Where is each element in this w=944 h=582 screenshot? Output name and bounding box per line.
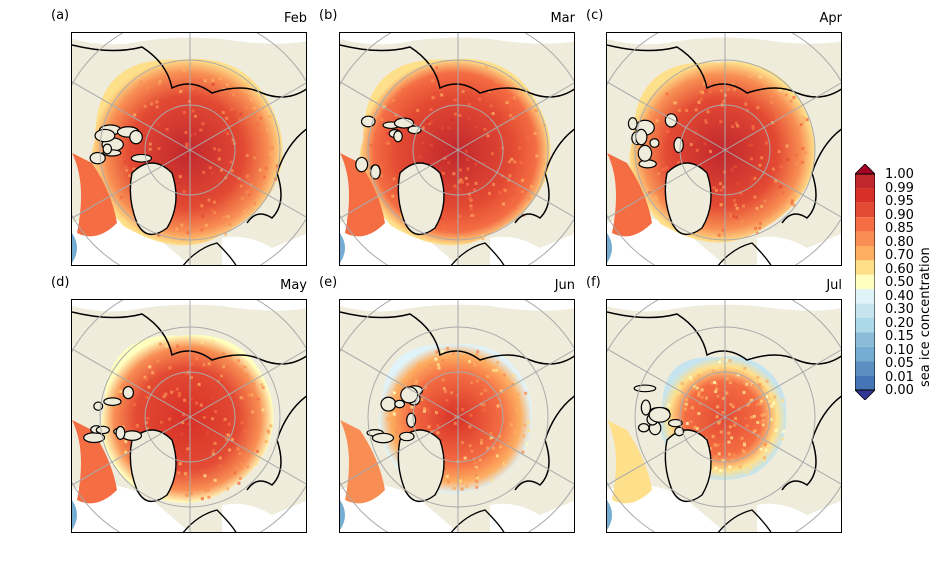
sea-ice-map-may xyxy=(71,299,307,533)
sea-ice-map-feb xyxy=(71,32,307,266)
panel-month: Mar xyxy=(550,11,575,26)
colorbar-tick: 0.30 xyxy=(885,302,914,317)
panel-letter: (b) xyxy=(319,8,338,23)
panel-letter: (a) xyxy=(51,8,70,23)
colorbar-tick: 0.70 xyxy=(885,248,914,263)
colorbar-tick: 0.40 xyxy=(885,288,914,304)
colorbar-tick: 0.05 xyxy=(885,356,914,371)
colorbar-tick: 0.01 xyxy=(885,369,914,385)
colorbar-tick: 0.95 xyxy=(885,194,914,209)
panel-letter: (e) xyxy=(319,275,338,290)
colorbar-tick: 0.90 xyxy=(885,207,914,223)
panel-month: May xyxy=(280,278,307,293)
colorbar-tick: 0.85 xyxy=(885,221,914,236)
colorbar-tick: 0.00 xyxy=(885,383,914,398)
panel-month: Apr xyxy=(819,11,843,26)
sea-ice-map-jul xyxy=(606,299,842,533)
colorbar-tick: 0.10 xyxy=(885,342,914,358)
colorbar-tick: 0.15 xyxy=(885,329,914,344)
sea-ice-map-apr xyxy=(606,32,842,266)
colorbar-tick: 0.50 xyxy=(885,275,914,290)
colorbar-label: sea ice concentration xyxy=(918,247,933,387)
panel-letter: (c) xyxy=(586,8,604,23)
panel-letter: (d) xyxy=(51,275,70,290)
colorbar-tick: 0.80 xyxy=(885,234,914,250)
sea-ice-map-jun xyxy=(339,299,575,533)
colorbar xyxy=(855,164,875,400)
colorbar-tick: 0.60 xyxy=(885,261,914,277)
panel-month: Jun xyxy=(554,278,575,293)
colorbar-tick: 0.99 xyxy=(885,180,914,196)
colorbar-tick: 0.20 xyxy=(885,315,914,331)
sea-ice-map-mar xyxy=(339,32,575,266)
panel-month: Jul xyxy=(826,278,842,293)
panel-month: Feb xyxy=(283,11,307,26)
colorbar-tick: 1.00 xyxy=(885,167,914,182)
panel-letter: (f) xyxy=(586,275,601,290)
